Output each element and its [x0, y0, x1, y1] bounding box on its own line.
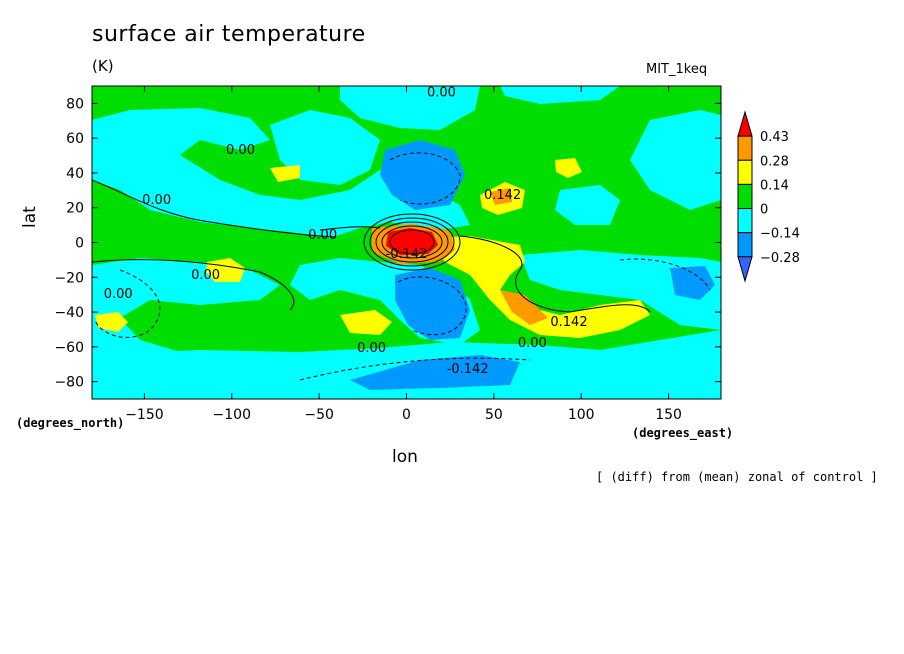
colorbar-label: 0.43	[760, 130, 789, 145]
contour-label: 0.00	[308, 228, 337, 243]
diff-note: [ (diff) from (mean) zonal of control ]	[596, 470, 878, 484]
cyan-region	[92, 258, 280, 360]
chart-title: surface air temperature	[92, 22, 366, 47]
contour-label: -0.142	[447, 362, 489, 377]
contour-label: 0.00	[427, 85, 456, 100]
x-tick-label: 100	[568, 407, 595, 423]
blue-region	[380, 140, 465, 210]
y-tick-label: 40	[66, 166, 84, 182]
y-tick-label: −80	[54, 375, 84, 391]
x-axis-units: (degrees_east)	[632, 426, 734, 440]
contour-field	[92, 86, 721, 399]
x-tick-label: 150	[655, 407, 682, 423]
colorbar-label: −0.14	[760, 227, 800, 242]
x-tick-label: −50	[304, 407, 334, 423]
contour-lines	[92, 152, 711, 381]
x-axis-ticks: −150 −100 −50 0 50 100 150	[125, 86, 682, 423]
yellow-region	[425, 236, 650, 338]
yellow-region	[340, 310, 392, 335]
colorbar-segment	[737, 110, 753, 137]
contour-label: -0.142	[386, 247, 428, 262]
x-tick-label: −150	[125, 407, 163, 423]
model-label: MIT_1keq	[646, 62, 708, 77]
yellow-region	[555, 158, 582, 178]
colorbar-segment	[737, 256, 753, 283]
y-axis-units: (degrees_north)	[16, 416, 125, 430]
colorbar-label: −0.28	[760, 251, 800, 266]
cyan-region	[92, 108, 470, 238]
colorbar: 0.43 0.28 0.14 0 −0.14 −0.28	[737, 110, 800, 283]
blue-region	[670, 266, 715, 300]
contour-label: 0.00	[518, 336, 547, 351]
colorbar-segment	[737, 183, 753, 210]
contour-label: 0.00	[104, 287, 133, 302]
y-tick-label: 60	[66, 131, 84, 147]
contour-label: 0.142	[550, 315, 587, 330]
y-axis-label: lat	[20, 206, 40, 228]
colorbar-segment	[737, 135, 753, 161]
cyan-region	[630, 110, 721, 210]
colorbar-segment	[737, 232, 753, 258]
cyan-region	[500, 86, 620, 104]
colorbar-segment	[737, 159, 753, 185]
colorbar-segment	[737, 208, 753, 234]
units-label: (K)	[92, 57, 114, 75]
x-tick-label: 50	[485, 407, 503, 423]
yellow-region	[270, 165, 300, 182]
x-tick-label: 0	[402, 407, 411, 423]
y-tick-label: 20	[66, 201, 84, 217]
y-tick-label: −40	[54, 305, 84, 321]
colorbar-label: 0	[760, 203, 768, 218]
y-tick-label: 80	[66, 96, 84, 112]
red-region	[386, 228, 438, 255]
contour-label: 0.00	[191, 268, 220, 283]
blue-region	[350, 355, 520, 390]
y-tick-label: 0	[75, 236, 84, 252]
cyan-region	[340, 86, 480, 130]
blue-region	[395, 268, 470, 340]
colorbar-label: 0.28	[760, 154, 789, 169]
contour-label: 0.00	[357, 341, 386, 356]
orange-region	[490, 188, 512, 205]
contour-label: 0.00	[226, 143, 255, 158]
yellow-region	[206, 258, 245, 282]
x-axis-label: lon	[392, 447, 418, 467]
y-tick-label: −20	[54, 270, 84, 286]
y-axis-ticks: 80 60 40 20 0 −20 −40 −60 −80	[54, 96, 721, 391]
contour-label: 0.142	[484, 188, 521, 203]
orange-region	[500, 290, 548, 325]
contour-label: 0.00	[142, 193, 171, 208]
cyan-region	[555, 185, 620, 225]
contour-labels: 0.000.000.000.000.000.000.00 0.000.142-0.…	[104, 85, 588, 376]
colorbar-label: 0.14	[760, 178, 789, 193]
yellow-region	[95, 312, 128, 332]
x-tick-label: −100	[213, 407, 251, 423]
y-tick-label: −60	[54, 340, 84, 356]
